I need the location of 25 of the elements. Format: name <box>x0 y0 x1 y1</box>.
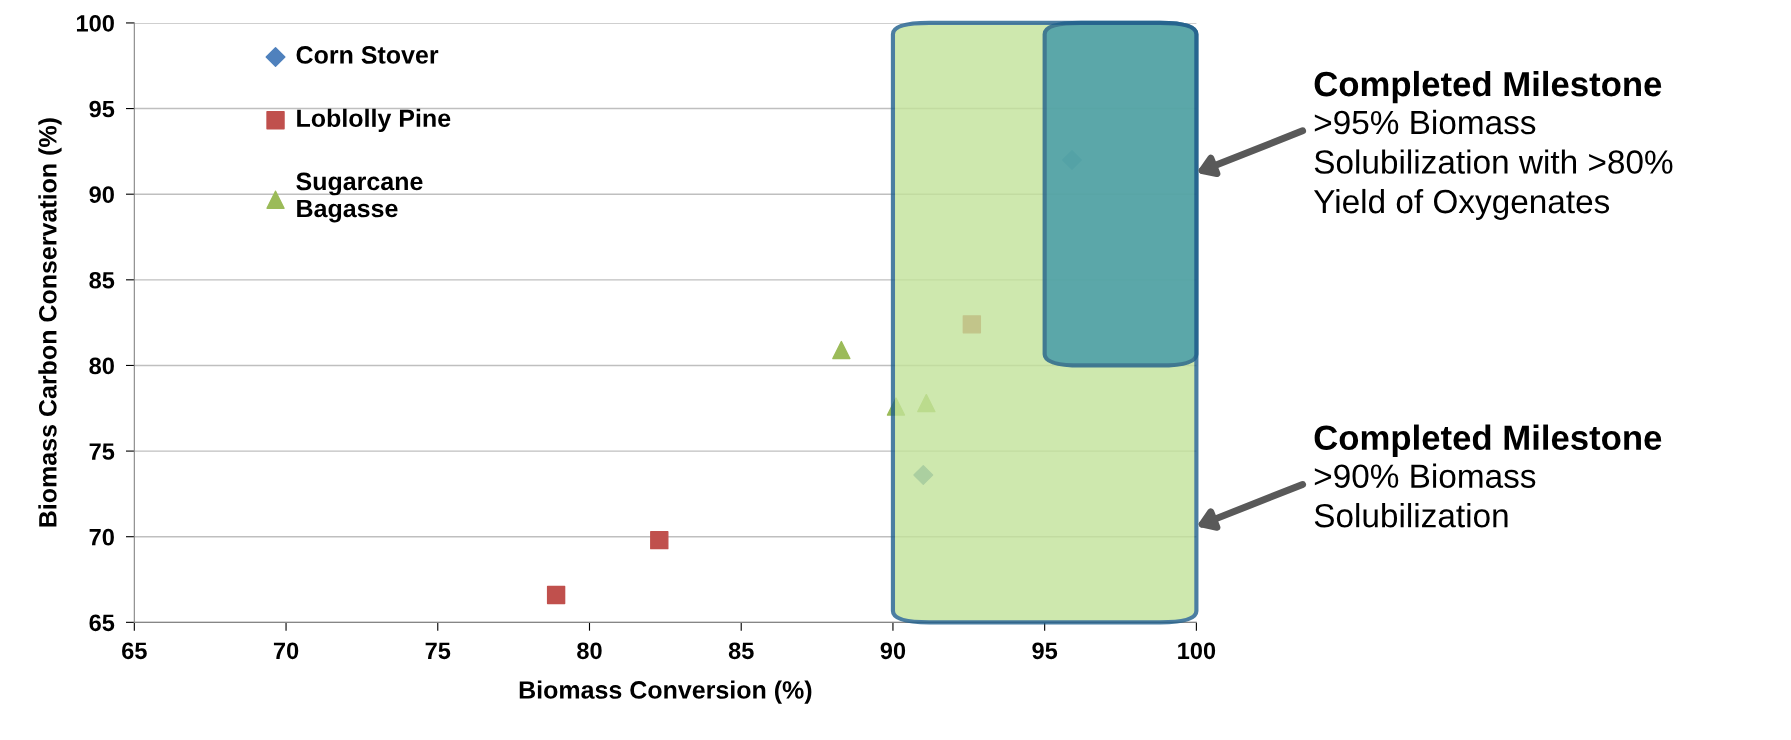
y-tick-label: 90 <box>89 186 114 203</box>
y-tick-label: 70 <box>89 528 114 546</box>
legend-label: Corn Stover <box>296 46 439 64</box>
y-tick-label: 65 <box>89 614 115 632</box>
x-tick-label: 70 <box>273 642 299 660</box>
legend-label: Loblolly Pine <box>297 108 451 133</box>
text: >90% Biomass Solubilization <box>1314 463 1536 528</box>
text: Completed Milestone <box>1314 70 1662 104</box>
y-axis-title: Biomass Carbon Conservation (%) <box>38 118 62 527</box>
x-axis-title: Biomass Conversion (%) <box>519 680 812 704</box>
y-tick-label: 95 <box>89 100 115 118</box>
y-tick-label: 75 <box>89 443 115 460</box>
x-tick-label: 90 <box>880 642 906 660</box>
x-tick-label: 80 <box>577 642 602 660</box>
y-tick-label: 100 <box>76 15 114 32</box>
x-tick-label: 85 <box>728 642 754 660</box>
y-tick-label: 85 <box>89 271 115 289</box>
text: >95% Biomass Solubilization with >80% Yield of Oxygenates <box>1313 109 1673 220</box>
legend-label: Sugarcane Bagasse <box>296 172 423 223</box>
x-tick-label: 65 <box>122 642 147 660</box>
text: Completed Milestone <box>1314 424 1662 457</box>
x-tick-label: 75 <box>425 642 451 660</box>
x-tick-label: 100 <box>1178 642 1216 660</box>
y-tick-label: 80 <box>89 357 114 375</box>
x-tick-label: 95 <box>1032 642 1058 660</box>
